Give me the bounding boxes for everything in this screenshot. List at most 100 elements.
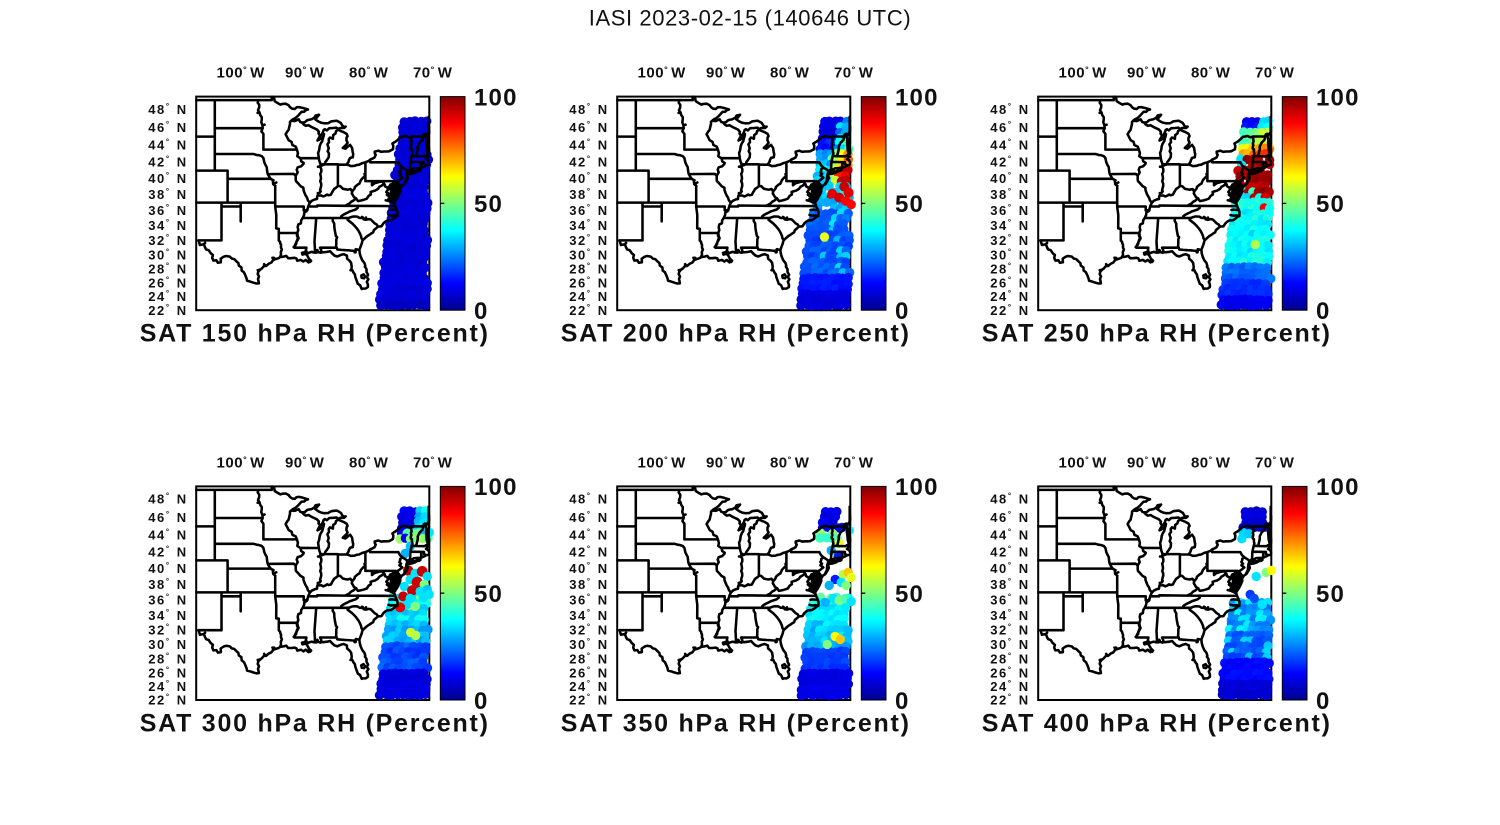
svg-text:70°W: 70° W [1255, 65, 1295, 82]
svg-text:90°W: 90° W [285, 65, 325, 82]
svg-text:40°N: 40° N [569, 171, 608, 186]
svg-text:30°N: 30° N [569, 247, 608, 262]
svg-text:100°W: 100° W [217, 454, 266, 471]
svg-text:22°N: 22° N [569, 693, 608, 708]
svg-text:46°N: 46° N [148, 120, 187, 135]
svg-text:26°N: 26° N [990, 665, 1029, 680]
svg-text:90°W: 90° W [706, 454, 746, 471]
svg-text:0: 0 [474, 688, 489, 715]
svg-text:80°W: 80° W [349, 65, 389, 82]
svg-text:24°N: 24° N [569, 679, 608, 694]
svg-text:22°N: 22° N [990, 693, 1029, 708]
svg-text:26°N: 26° N [990, 276, 1029, 291]
svg-text:28°N: 28° N [569, 651, 608, 666]
svg-text:44°N: 44° N [569, 528, 608, 543]
svg-text:48°N: 48° N [990, 102, 1029, 117]
svg-text:50: 50 [474, 581, 503, 608]
svg-text:70°W: 70° W [834, 65, 874, 82]
svg-text:40°N: 40° N [569, 561, 608, 576]
svg-text:24°N: 24° N [569, 289, 608, 304]
svg-text:34°N: 34° N [569, 218, 608, 233]
svg-text:50: 50 [895, 581, 924, 608]
svg-text:44°N: 44° N [569, 138, 608, 153]
svg-text:42°N: 42° N [148, 155, 187, 170]
svg-text:26°N: 26° N [569, 665, 608, 680]
svg-text:80°W: 80° W [770, 65, 810, 82]
svg-text:IASI 2023-02-15 (140646 UTC): IASI 2023-02-15 (140646 UTC) [589, 6, 912, 31]
svg-text:40°N: 40° N [990, 561, 1029, 576]
svg-text:50: 50 [1316, 581, 1345, 608]
svg-text:26°N: 26° N [148, 276, 187, 291]
svg-text:SAT 300 hPa RH (Percent): SAT 300 hPa RH (Percent) [140, 709, 490, 737]
svg-text:70°W: 70° W [413, 454, 453, 471]
svg-text:44°N: 44° N [990, 528, 1029, 543]
svg-text:80°W: 80° W [770, 454, 810, 471]
svg-text:24°N: 24° N [148, 679, 187, 694]
svg-text:100°W: 100° W [638, 454, 687, 471]
svg-text:34°N: 34° N [569, 608, 608, 623]
svg-text:36°N: 36° N [569, 593, 608, 608]
svg-text:42°N: 42° N [990, 155, 1029, 170]
svg-text:38°N: 38° N [569, 187, 608, 202]
svg-text:24°N: 24° N [148, 289, 187, 304]
svg-text:100: 100 [474, 474, 518, 501]
svg-text:SAT 250 hPa RH (Percent): SAT 250 hPa RH (Percent) [982, 320, 1332, 348]
svg-text:70°W: 70° W [834, 454, 874, 471]
svg-text:80°W: 80° W [349, 454, 389, 471]
svg-text:36°N: 36° N [990, 203, 1029, 218]
svg-text:44°N: 44° N [990, 138, 1029, 153]
svg-text:30°N: 30° N [148, 637, 187, 652]
svg-text:100: 100 [1316, 474, 1360, 501]
svg-text:26°N: 26° N [569, 276, 608, 291]
svg-text:32°N: 32° N [148, 623, 187, 638]
svg-text:24°N: 24° N [990, 289, 1029, 304]
svg-text:46°N: 46° N [569, 120, 608, 135]
svg-text:28°N: 28° N [148, 651, 187, 666]
svg-text:0: 0 [1316, 688, 1331, 715]
svg-text:28°N: 28° N [569, 262, 608, 277]
svg-text:100°W: 100° W [638, 65, 687, 82]
svg-text:100°W: 100° W [217, 65, 266, 82]
svg-text:50: 50 [1316, 191, 1345, 218]
svg-text:26°N: 26° N [148, 665, 187, 680]
svg-text:0: 0 [895, 298, 910, 325]
svg-text:100: 100 [895, 84, 939, 111]
svg-text:36°N: 36° N [990, 593, 1029, 608]
svg-text:38°N: 38° N [569, 577, 608, 592]
svg-text:48°N: 48° N [569, 102, 608, 117]
svg-text:SAT 150 hPa RH (Percent): SAT 150 hPa RH (Percent) [140, 320, 490, 348]
svg-text:36°N: 36° N [569, 203, 608, 218]
svg-text:SAT 400 hPa RH (Percent): SAT 400 hPa RH (Percent) [982, 709, 1332, 737]
svg-text:50: 50 [474, 191, 503, 218]
svg-text:32°N: 32° N [569, 623, 608, 638]
svg-text:90°W: 90° W [1127, 454, 1167, 471]
svg-text:100°W: 100° W [1059, 65, 1108, 82]
svg-text:46°N: 46° N [990, 120, 1029, 135]
svg-text:44°N: 44° N [148, 138, 187, 153]
svg-text:0: 0 [474, 298, 489, 325]
svg-text:34°N: 34° N [148, 608, 187, 623]
svg-text:100: 100 [1316, 84, 1360, 111]
svg-text:48°N: 48° N [990, 492, 1029, 507]
svg-text:70°W: 70° W [413, 65, 453, 82]
svg-text:38°N: 38° N [148, 187, 187, 202]
svg-text:34°N: 34° N [990, 218, 1029, 233]
svg-text:22°N: 22° N [990, 303, 1029, 318]
svg-text:42°N: 42° N [148, 545, 187, 560]
svg-text:48°N: 48° N [569, 492, 608, 507]
svg-text:SAT 350 hPa RH (Percent): SAT 350 hPa RH (Percent) [561, 709, 911, 737]
svg-text:42°N: 42° N [990, 545, 1029, 560]
svg-text:30°N: 30° N [990, 247, 1029, 262]
svg-text:32°N: 32° N [569, 233, 608, 248]
svg-text:0: 0 [895, 688, 910, 715]
svg-text:38°N: 38° N [990, 577, 1029, 592]
svg-text:42°N: 42° N [569, 545, 608, 560]
svg-text:SAT 200 hPa RH (Percent): SAT 200 hPa RH (Percent) [561, 320, 911, 348]
svg-text:34°N: 34° N [990, 608, 1029, 623]
svg-text:24°N: 24° N [990, 679, 1029, 694]
svg-text:22°N: 22° N [148, 693, 187, 708]
svg-text:46°N: 46° N [148, 510, 187, 525]
svg-text:90°W: 90° W [706, 65, 746, 82]
svg-text:90°W: 90° W [1127, 65, 1167, 82]
svg-text:100°W: 100° W [1059, 454, 1108, 471]
